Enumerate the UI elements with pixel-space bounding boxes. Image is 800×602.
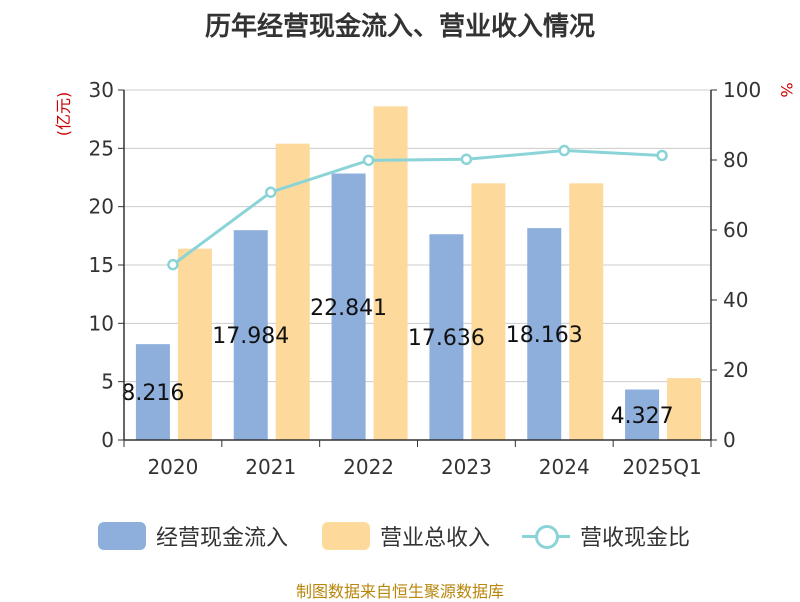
y-right-tick-label: 80	[723, 148, 748, 172]
x-tick-label: 2021	[245, 455, 296, 479]
ratio-point[interactable]	[167, 258, 179, 271]
bar-cash-inflow[interactable]	[625, 389, 660, 440]
grid-lines	[124, 89, 711, 383]
bar-cash-inflow[interactable]	[527, 228, 562, 440]
y-axis-left-label: (亿元)	[54, 92, 73, 137]
y-left-tick-label: 10	[89, 311, 114, 335]
x-tick-label: 2023	[441, 455, 492, 479]
legend-swatch-ratio	[522, 522, 570, 550]
legend: 经营现金流入 营业总收入 营收现金比	[0, 516, 800, 556]
y-left-tick-label: 30	[89, 78, 114, 102]
data-labels: 8.216 17.984 22.841 17.636 18.163 4.327	[121, 296, 673, 429]
bars-cash-inflow	[135, 173, 660, 440]
axes: 0 5 10 15 20 25 30 0 20 40 60 80 100 2020 2021 2022 2023…	[89, 78, 762, 479]
x-tick-label: 2022	[343, 455, 394, 479]
y-right-tick-label: 60	[723, 218, 748, 242]
legend-swatch-cash-inflow	[98, 522, 146, 550]
legend-label-revenue: 营业总收入	[380, 526, 491, 551]
y-left-tick-label: 0	[101, 428, 114, 452]
bar-cash-inflow[interactable]	[331, 173, 366, 440]
bar-revenue[interactable]	[569, 183, 604, 441]
bar-revenue[interactable]	[373, 106, 408, 440]
y-right-tick-label: 0	[723, 428, 736, 452]
bar-cash-inflow[interactable]	[233, 230, 268, 440]
x-tick-label: 2025Q1	[622, 455, 701, 479]
bar-revenue[interactable]	[471, 183, 506, 441]
ratio-point[interactable]	[362, 154, 375, 167]
y-left-tick-label: 5	[101, 370, 114, 394]
y-axis-right-label: %	[777, 82, 796, 97]
data-label-cash-inflow: 17.636	[408, 326, 485, 351]
bar-revenue[interactable]	[275, 143, 310, 440]
ratio-point[interactable]	[558, 144, 570, 157]
bar-cash-inflow[interactable]	[135, 344, 170, 440]
data-label-cash-inflow: 17.984	[212, 324, 289, 349]
ratio-point[interactable]	[265, 186, 277, 198]
chart-title: 历年经营现金流入、营业收入情况	[204, 12, 595, 42]
bar-revenue[interactable]	[667, 378, 702, 440]
y-left-tick-label: 25	[89, 136, 114, 160]
ratio-line	[172, 149, 663, 266]
legend-label-cash-inflow: 经营现金流入	[156, 526, 289, 551]
legend-swatch-revenue	[322, 522, 370, 550]
source-note: 制图数据来自恒生聚源数据库	[295, 582, 504, 601]
y-left-tick-label: 15	[89, 253, 114, 277]
bar-cash-inflow[interactable]	[429, 234, 464, 440]
ratio-line-group	[167, 144, 668, 271]
legend-item-ratio[interactable]: 营收现金比	[522, 516, 690, 556]
data-label-cash-inflow: 8.216	[121, 381, 184, 406]
y-right-tick-label: 40	[723, 288, 748, 312]
x-tick-label: 2024	[539, 455, 590, 479]
y-left-tick-label: 20	[89, 195, 114, 219]
data-label-cash-inflow: 4.327	[611, 404, 674, 429]
ratio-point[interactable]	[460, 153, 473, 166]
data-label-cash-inflow: 22.841	[310, 296, 387, 321]
x-tick-label: 2020	[147, 455, 198, 479]
legend-label-ratio: 营收现金比	[580, 526, 691, 551]
bars-revenue	[177, 106, 702, 441]
data-label-cash-inflow: 18.163	[506, 323, 583, 348]
legend-item-cash-inflow[interactable]: 经营现金流入	[98, 516, 288, 556]
legend-item-revenue[interactable]: 营业总收入	[322, 516, 490, 556]
ratio-point[interactable]	[656, 149, 668, 162]
bar-revenue[interactable]	[177, 248, 212, 440]
y-right-tick-label: 20	[723, 358, 748, 382]
y-right-tick-label: 100	[723, 78, 761, 102]
